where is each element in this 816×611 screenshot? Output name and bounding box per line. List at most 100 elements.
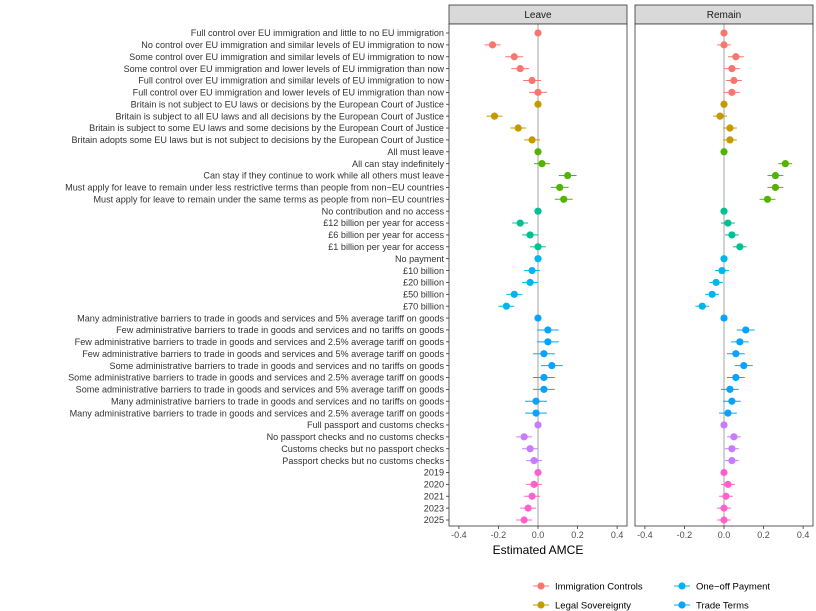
estimate-point (534, 255, 542, 263)
estimate-point (720, 314, 728, 322)
estimate-point (740, 361, 748, 370)
estimate-point (771, 171, 780, 180)
category-label: Full control over EU immigration and sim… (138, 76, 444, 86)
category-label: £20 billion (403, 278, 444, 288)
category-label: Must apply for leave to remain under the… (93, 194, 444, 204)
legend-label: One−off Payment (696, 582, 770, 593)
estimate-point (528, 492, 536, 500)
category-label: 2021 (424, 491, 444, 501)
category-label: No payment (395, 254, 445, 264)
estimate-point (526, 445, 534, 453)
estimate-point (728, 397, 736, 405)
estimate-point (538, 160, 546, 168)
category-label: Britain is not subject to EU laws or dec… (131, 99, 444, 109)
panel-leave: Leave -0.4 -0.2 0.0 0.2 0.4 (448, 4, 628, 540)
estimate-point (720, 100, 728, 108)
facet-strip-label: Remain (707, 10, 741, 21)
legend-label: Trade Terms (696, 601, 749, 611)
category-label: £12 billion per year for access (323, 218, 444, 228)
x-tick-label: 0.2 (571, 530, 584, 540)
category-label: Must apply for leave to remain under les… (65, 183, 444, 193)
category-label: 2020 (424, 480, 444, 490)
estimate-point (728, 65, 736, 73)
estimate-point (732, 53, 740, 61)
legend: Immigration Controls One−off Payment Legal… (533, 582, 770, 611)
estimate-point (726, 124, 734, 132)
estimate-point (534, 207, 542, 215)
estimate-point (724, 409, 732, 417)
category-label: Some administrative barriers to trade in… (68, 373, 444, 383)
estimate-point (530, 457, 538, 465)
estimate-point (502, 302, 510, 310)
estimate-point (534, 468, 542, 477)
category-label: Many administrative barriers to trade in… (70, 408, 445, 418)
estimate-point (528, 136, 536, 144)
estimate-point (708, 290, 716, 298)
category-label: Many administrative barriers to trade in… (77, 313, 444, 323)
category-labels: Full control over EU immigration and lit… (65, 28, 444, 525)
category-label: Britain adopts some EU laws but is not s… (71, 135, 444, 145)
category-label: No passport checks and no customs checks (267, 432, 445, 442)
category-label: All must leave (387, 147, 444, 157)
estimate-point (540, 350, 548, 358)
x-tick-label: 0.2 (757, 530, 770, 540)
estimate-point (490, 112, 499, 120)
estimate-point (528, 266, 536, 275)
legend-key-point (537, 601, 545, 609)
estimate-point (742, 326, 750, 334)
estimate-point (534, 88, 542, 96)
estimate-point (728, 231, 736, 239)
x-tick-label: -0.4 (451, 530, 467, 540)
category-label: No control over EU immigration and simil… (141, 40, 444, 50)
estimate-point (560, 195, 568, 203)
legend-label: Immigration Controls (555, 582, 643, 593)
legend-key-point (678, 582, 686, 590)
estimate-point (720, 255, 728, 263)
estimate-point (514, 124, 522, 132)
estimate-point (728, 445, 736, 453)
estimate-point (544, 338, 552, 346)
facet-strip-label: Leave (524, 10, 552, 21)
estimate-point (720, 29, 728, 37)
estimate-point (520, 516, 528, 524)
estimate-point (728, 88, 736, 96)
legend-key-point (678, 601, 686, 609)
estimate-point (720, 504, 728, 512)
estimate-point (716, 112, 724, 120)
estimate-point (736, 338, 744, 346)
category-label: £6 billion per year for access (328, 230, 444, 240)
estimate-point (732, 350, 740, 358)
estimate-point (718, 266, 726, 275)
category-label: £10 billion (403, 266, 444, 276)
estimate-point (488, 41, 497, 49)
estimate-point (544, 326, 552, 334)
x-tick-label: -0.4 (637, 530, 653, 540)
estimate-point (534, 243, 542, 251)
estimate-point (534, 29, 542, 37)
estimate-point (540, 385, 548, 393)
x-tick-label: 0.0 (532, 530, 545, 540)
estimate-point (534, 100, 542, 108)
estimate-point (722, 492, 730, 500)
category-label: Few administrative barriers to trade in … (75, 337, 445, 347)
category-label: Few administrative barriers to trade in … (82, 349, 444, 359)
estimate-point (726, 385, 734, 393)
panel-remain: Remain -0.4 -0.2 0.0 0.2 0.4 (634, 4, 814, 540)
category-label: Few administrative barriers to trade in … (116, 325, 444, 335)
estimate-point (730, 76, 738, 85)
category-label: 2023 (424, 503, 444, 513)
category-label: Can stay if they continue to work while … (203, 171, 444, 181)
estimate-point (510, 53, 518, 61)
estimate-point (524, 504, 532, 512)
estimate-point (528, 76, 536, 85)
category-label: Some control over EU immigration and low… (124, 64, 445, 74)
estimate-point (781, 160, 789, 168)
estimate-point (526, 278, 534, 287)
estimate-point (532, 397, 540, 405)
estimate-point (510, 290, 518, 298)
estimate-point (534, 314, 542, 322)
category-label: Passport checks but no customs checks (282, 456, 444, 466)
estimate-point (520, 433, 528, 441)
estimate-point (526, 231, 534, 239)
